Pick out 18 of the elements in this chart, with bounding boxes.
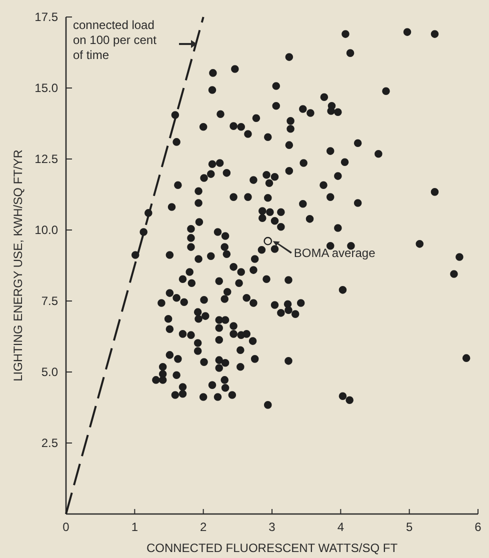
y-tick-label: 5.0 (41, 365, 58, 380)
annotation: connected load on 100 per cent of time (73, 18, 158, 62)
y-tick-label: 15.0 (34, 81, 58, 96)
x-tick-label: 4 (337, 520, 344, 534)
x-tick-label: 5 (406, 520, 413, 534)
legend-label: BOMA average (294, 246, 376, 260)
x-axis-title: CONNECTED FLUORESCENT WATTS/SQ FT (146, 541, 398, 555)
y-tick-label: 2.5 (41, 436, 58, 450)
x-tick-label: 0 (62, 520, 70, 534)
y-tick-label: 17.5 (34, 10, 58, 24)
y-tick-label: 10.0 (34, 223, 58, 238)
y-tick-label: 7.5 (41, 294, 58, 308)
x-tick-label: 3 (268, 520, 276, 534)
x-tick-label: 2 (200, 520, 207, 534)
x-tick-label: 1 (131, 520, 138, 534)
y-tick-label: 12.5 (34, 152, 58, 166)
y-axis-title: LIGHTING ENERGY USE, KWH/SQ FT/YR (11, 149, 25, 382)
x-tick-label: 6 (474, 520, 482, 534)
